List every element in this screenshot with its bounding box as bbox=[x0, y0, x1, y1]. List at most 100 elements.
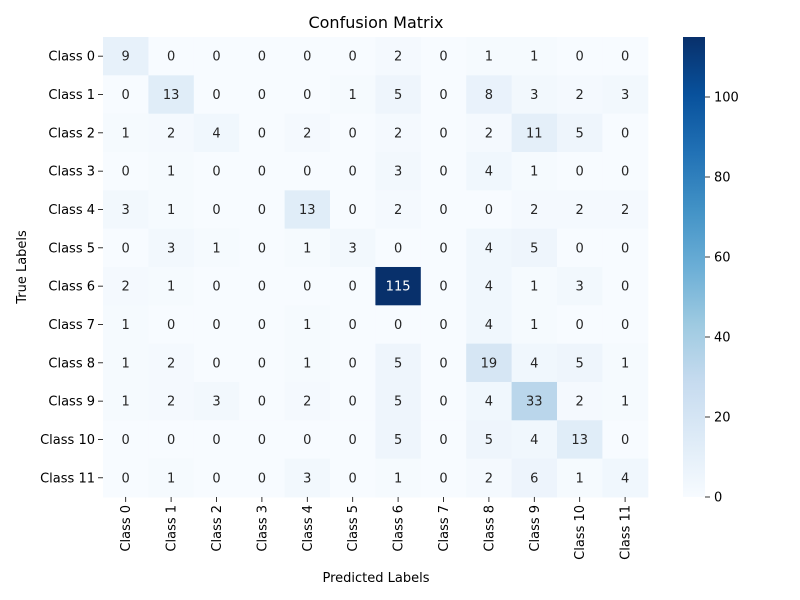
cell-value-label: 0 bbox=[439, 471, 447, 486]
heatmap-cell bbox=[557, 151, 603, 191]
heatmap-cell bbox=[420, 228, 467, 268]
heatmap-cell bbox=[330, 228, 376, 268]
heatmap-cell bbox=[602, 420, 649, 460]
cell-value-label: 0 bbox=[349, 203, 357, 218]
heatmap-cell bbox=[511, 305, 558, 345]
cell-value-label: 5 bbox=[530, 241, 538, 256]
x-tick-label: Class 4 bbox=[301, 505, 316, 552]
cell-value-label: 33 bbox=[526, 395, 543, 410]
y-tick-label: Class 6 bbox=[48, 280, 95, 295]
heatmap-cell bbox=[375, 458, 422, 498]
heatmap-cell bbox=[375, 420, 422, 460]
heatmap-cell bbox=[330, 420, 376, 460]
x-tick-label: Class 8 bbox=[482, 505, 497, 552]
cell-value-label: 1 bbox=[394, 471, 402, 486]
cell-value-label: 0 bbox=[439, 433, 447, 448]
heatmap-cell bbox=[284, 37, 331, 76]
cell-value-label: 4 bbox=[485, 318, 493, 333]
cell-value-label: 0 bbox=[303, 433, 311, 448]
colorbar-tick-label: 40 bbox=[714, 331, 731, 346]
heatmap-cell bbox=[330, 190, 376, 230]
cell-value-label: 0 bbox=[167, 318, 175, 333]
heatmap-cell bbox=[420, 343, 467, 383]
heatmap-cell bbox=[602, 190, 649, 230]
heatmap-cell bbox=[602, 458, 649, 498]
x-tick-label: Class 9 bbox=[528, 505, 543, 552]
heatmap-cell bbox=[511, 37, 558, 76]
cell-value-label: 0 bbox=[349, 356, 357, 371]
cell-value-label: 0 bbox=[258, 88, 266, 103]
cell-value-label: 1 bbox=[167, 280, 175, 295]
heatmap-cell bbox=[602, 381, 649, 421]
heatmap-cell bbox=[239, 113, 286, 153]
cell-value-label: 2 bbox=[530, 203, 538, 218]
y-tick-label: Class 10 bbox=[40, 433, 95, 448]
cell-value-label: 0 bbox=[621, 126, 629, 141]
heatmap-cell bbox=[466, 381, 513, 421]
heatmap-cell-labels: 9 0 0 0 0 0 2 0 1 1 0 00 13 0 0 0 1 5 0 8 3 2 31 2 4 0 2 0 2 0 2 11 5 00 1… bbox=[122, 50, 630, 487]
cell-value-label: 1 bbox=[122, 318, 130, 333]
cell-value-label: 0 bbox=[439, 395, 447, 410]
cell-value-label: 4 bbox=[621, 471, 629, 486]
heatmap-cell bbox=[557, 75, 603, 115]
heatmap-cells bbox=[103, 37, 649, 498]
cell-value-label: 0 bbox=[485, 203, 493, 218]
heatmap-cell bbox=[375, 151, 422, 191]
heatmap-cell bbox=[103, 37, 149, 76]
cell-value-label: 0 bbox=[258, 318, 266, 333]
x-axis-label: Predicted Labels bbox=[322, 571, 429, 586]
cell-value-label: 1 bbox=[122, 356, 130, 371]
cell-value-label: 13 bbox=[299, 203, 316, 218]
cell-value-label: 0 bbox=[439, 241, 447, 256]
cell-value-label: 0 bbox=[621, 433, 629, 448]
cell-value-label: 2 bbox=[576, 88, 584, 103]
cell-value-label: 0 bbox=[258, 356, 266, 371]
cell-value-label: 0 bbox=[212, 280, 220, 295]
heatmap-cell bbox=[330, 151, 376, 191]
heatmap-cell bbox=[193, 343, 240, 383]
colorbar-tick-label: 20 bbox=[714, 411, 731, 426]
cell-value-label: 0 bbox=[303, 50, 311, 65]
cell-value-label: 1 bbox=[167, 203, 175, 218]
heatmap-cell bbox=[375, 190, 422, 230]
heatmap-cell bbox=[466, 305, 513, 345]
cell-value-label: 1 bbox=[122, 395, 130, 410]
heatmap-cell bbox=[602, 343, 649, 383]
cell-value-label: 5 bbox=[576, 126, 584, 141]
cell-value-label: 2 bbox=[167, 126, 175, 141]
cell-value-label: 2 bbox=[167, 395, 175, 410]
heatmap-cell bbox=[193, 381, 240, 421]
heatmap-cell bbox=[511, 113, 558, 153]
cell-value-label: 0 bbox=[439, 88, 447, 103]
cell-value-label: 0 bbox=[212, 88, 220, 103]
cell-value-label: 11 bbox=[526, 126, 543, 141]
cell-value-label: 3 bbox=[167, 241, 175, 256]
heatmap-cell bbox=[557, 228, 603, 268]
heatmap-cell bbox=[193, 37, 240, 76]
y-tick-label: Class 5 bbox=[48, 241, 95, 256]
cell-value-label: 0 bbox=[621, 318, 629, 333]
heatmap-cell bbox=[148, 420, 195, 460]
cell-value-label: 1 bbox=[167, 165, 175, 180]
heatmap-cell bbox=[602, 151, 649, 191]
x-tick-label: Class 6 bbox=[392, 505, 407, 552]
cell-value-label: 3 bbox=[576, 280, 584, 295]
cell-value-label: 0 bbox=[258, 241, 266, 256]
cell-value-label: 2 bbox=[303, 126, 311, 141]
cell-value-label: 0 bbox=[258, 126, 266, 141]
heatmap-cell bbox=[148, 458, 195, 498]
heatmap-cell bbox=[103, 75, 149, 115]
heatmap-cell bbox=[193, 75, 240, 115]
cell-value-label: 2 bbox=[621, 203, 629, 218]
heatmap-cell bbox=[375, 266, 422, 306]
cell-value-label: 0 bbox=[122, 165, 130, 180]
heatmap-cell bbox=[284, 75, 331, 115]
heatmap-cell bbox=[284, 305, 331, 345]
heatmap-cell bbox=[511, 420, 558, 460]
heatmap-cell bbox=[375, 113, 422, 153]
cell-value-label: 0 bbox=[122, 433, 130, 448]
x-tick-label: Class 5 bbox=[346, 505, 361, 552]
cell-value-label: 1 bbox=[167, 471, 175, 486]
heatmap-cell bbox=[239, 151, 286, 191]
y-tick-label: Class 11 bbox=[40, 471, 95, 486]
